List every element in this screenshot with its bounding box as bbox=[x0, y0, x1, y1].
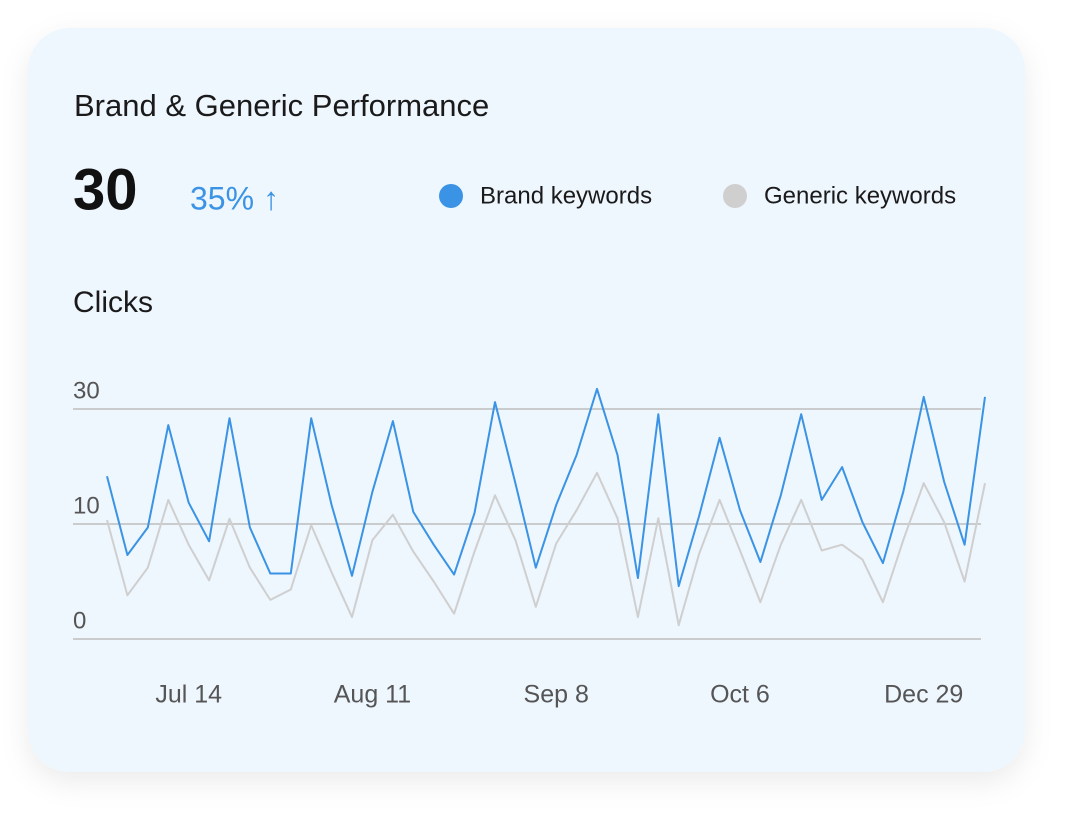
x-tick-label: Oct 6 bbox=[710, 681, 770, 709]
x-tick-label: Dec 29 bbox=[884, 681, 963, 709]
line-series bbox=[106, 387, 986, 588]
legend: Brand keywords Generic keywords bbox=[439, 182, 956, 209]
y-tick-label: 30 bbox=[73, 377, 100, 404]
grid: 0 10 30 bbox=[73, 377, 981, 640]
chart-title: Brand & Generic Performance bbox=[74, 88, 489, 123]
legend-swatch bbox=[439, 184, 463, 208]
legend-label: Brand keywords bbox=[480, 182, 652, 209]
line-series bbox=[106, 471, 986, 627]
x-axis: Jul 14 Aug 11 Sep 8 Oct 6 Dec 29 bbox=[155, 681, 963, 709]
legend-swatch bbox=[723, 184, 747, 208]
y-tick-label: 10 bbox=[73, 492, 100, 519]
legend-label: Generic keywords bbox=[764, 182, 956, 209]
y-tick-label: 0 bbox=[73, 607, 86, 634]
headline-value: 30 bbox=[73, 157, 138, 222]
x-tick-label: Sep 8 bbox=[524, 681, 589, 709]
plot bbox=[106, 387, 986, 627]
card bbox=[28, 28, 1025, 772]
change-label: 35% ↑ bbox=[190, 180, 279, 216]
y-axis-label: Clicks bbox=[73, 286, 153, 319]
x-tick-label: Jul 14 bbox=[155, 681, 222, 709]
x-tick-label: Aug 11 bbox=[334, 681, 411, 709]
